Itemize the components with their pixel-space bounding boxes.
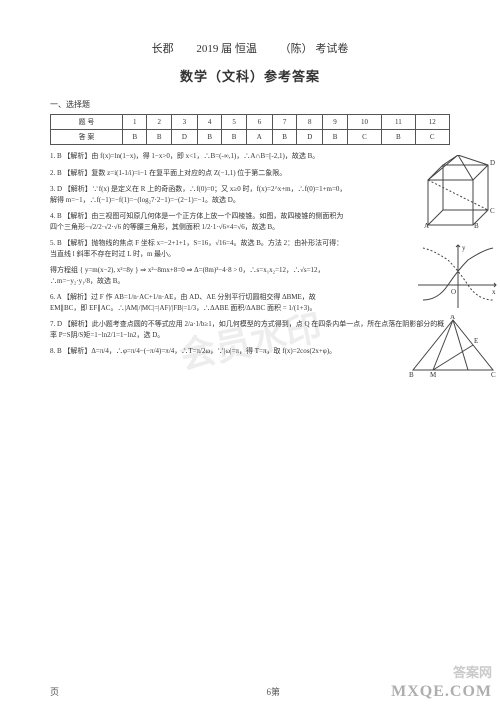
solution-item: 2. B 【解析】复数 z=i(1-1/i)=i−1 在复平面上对应的点 Z(−…: [50, 168, 450, 179]
svg-text:E: E: [474, 337, 478, 345]
solution-item: 8. B 【解析】Δ=π/4，∴φ=π/4−(−π/4)=π/4，∴T=π/2ω…: [50, 346, 450, 357]
cube-diagram: A B C D P: [418, 155, 498, 235]
exam-header: 长郡 2019 届 恒温 （陈） 考试卷: [50, 40, 450, 56]
year: 2019 届: [196, 43, 232, 55]
table-row: 答 案 B B D B B A B D B C B C: [51, 130, 450, 145]
solution-item: 4. B 【解析】由三视图可知原几何体是一个正方体上放一个四棱锥。如图，故四棱锥…: [50, 211, 350, 232]
solution-item: 5. B 【解析】抛物线的焦点 F 坐标 x=−2+1+1，S=16，√16=4…: [50, 238, 350, 259]
section-1-label: 一、选择题: [50, 99, 450, 110]
solution-item: 得方程组 { y=m(x−2), x²=8y } ⇒ x²−8mx+8=0 ⇒ …: [50, 265, 350, 286]
solution-item: 1. B 【解析】由 f(x)=ln(1−x)，得 1−x>0，即 x<1，∴B…: [50, 151, 450, 162]
solution-item: 6. A 【解析】过 F 作 AB=1/n·AC+1/n·AE，由 AD、AE …: [50, 292, 338, 313]
triangle-diagram: B C A E M: [408, 315, 498, 380]
svg-text:M: M: [430, 371, 437, 379]
svg-text:P: P: [456, 155, 460, 156]
answer-table: 题 号 1 2 3 4 5 6 7 8 9 10 11 12 答 案 B B D…: [50, 114, 450, 145]
school-name: 长郡: [152, 43, 174, 55]
axes-diagram: x y O: [418, 240, 498, 310]
exam-type: 考试卷: [315, 43, 348, 55]
svg-text:D: D: [490, 159, 495, 167]
corner-watermark-1: 答案网: [453, 662, 492, 681]
svg-text:y: y: [462, 244, 466, 252]
footer-right: 6第: [266, 685, 280, 698]
svg-text:C: C: [491, 371, 496, 379]
svg-text:B: B: [409, 371, 414, 379]
corner-watermark-2: MXQE.COM: [391, 683, 492, 701]
cube-svg-icon: A B C D P: [418, 155, 498, 235]
page-content: 长郡 2019 届 恒温 （陈） 考试卷 数学（文科）参考答案 一、选择题 题 …: [0, 0, 500, 383]
svg-text:O: O: [451, 288, 456, 296]
svg-text:B: B: [474, 222, 479, 230]
page-title: 数学（文科）参考答案: [50, 66, 450, 85]
row-header: 答 案: [51, 130, 123, 145]
svg-text:A: A: [424, 222, 429, 230]
solution-item: 7. D 【解析】此小题考查点圆的不等式应用 2/a·1/b≥1，如几何模型的方…: [50, 319, 450, 340]
svg-text:x: x: [492, 288, 496, 296]
axes-svg-icon: x y O: [418, 240, 498, 310]
triangle-svg-icon: B C A E M: [408, 315, 498, 380]
svg-text:C: C: [490, 207, 495, 215]
solution-item: 3. D 【解析】∵f(x) 是定义在 R 上的奇函数，∴f(0)=0；又 x≥…: [50, 184, 350, 205]
grade: 恒温: [235, 43, 257, 55]
paren: （陈）: [280, 43, 313, 55]
row-header: 题 号: [51, 115, 123, 130]
footer-left: 页: [50, 685, 59, 698]
table-row: 题 号 1 2 3 4 5 6 7 8 9 10 11 12: [51, 115, 450, 130]
svg-text:A: A: [450, 315, 455, 321]
